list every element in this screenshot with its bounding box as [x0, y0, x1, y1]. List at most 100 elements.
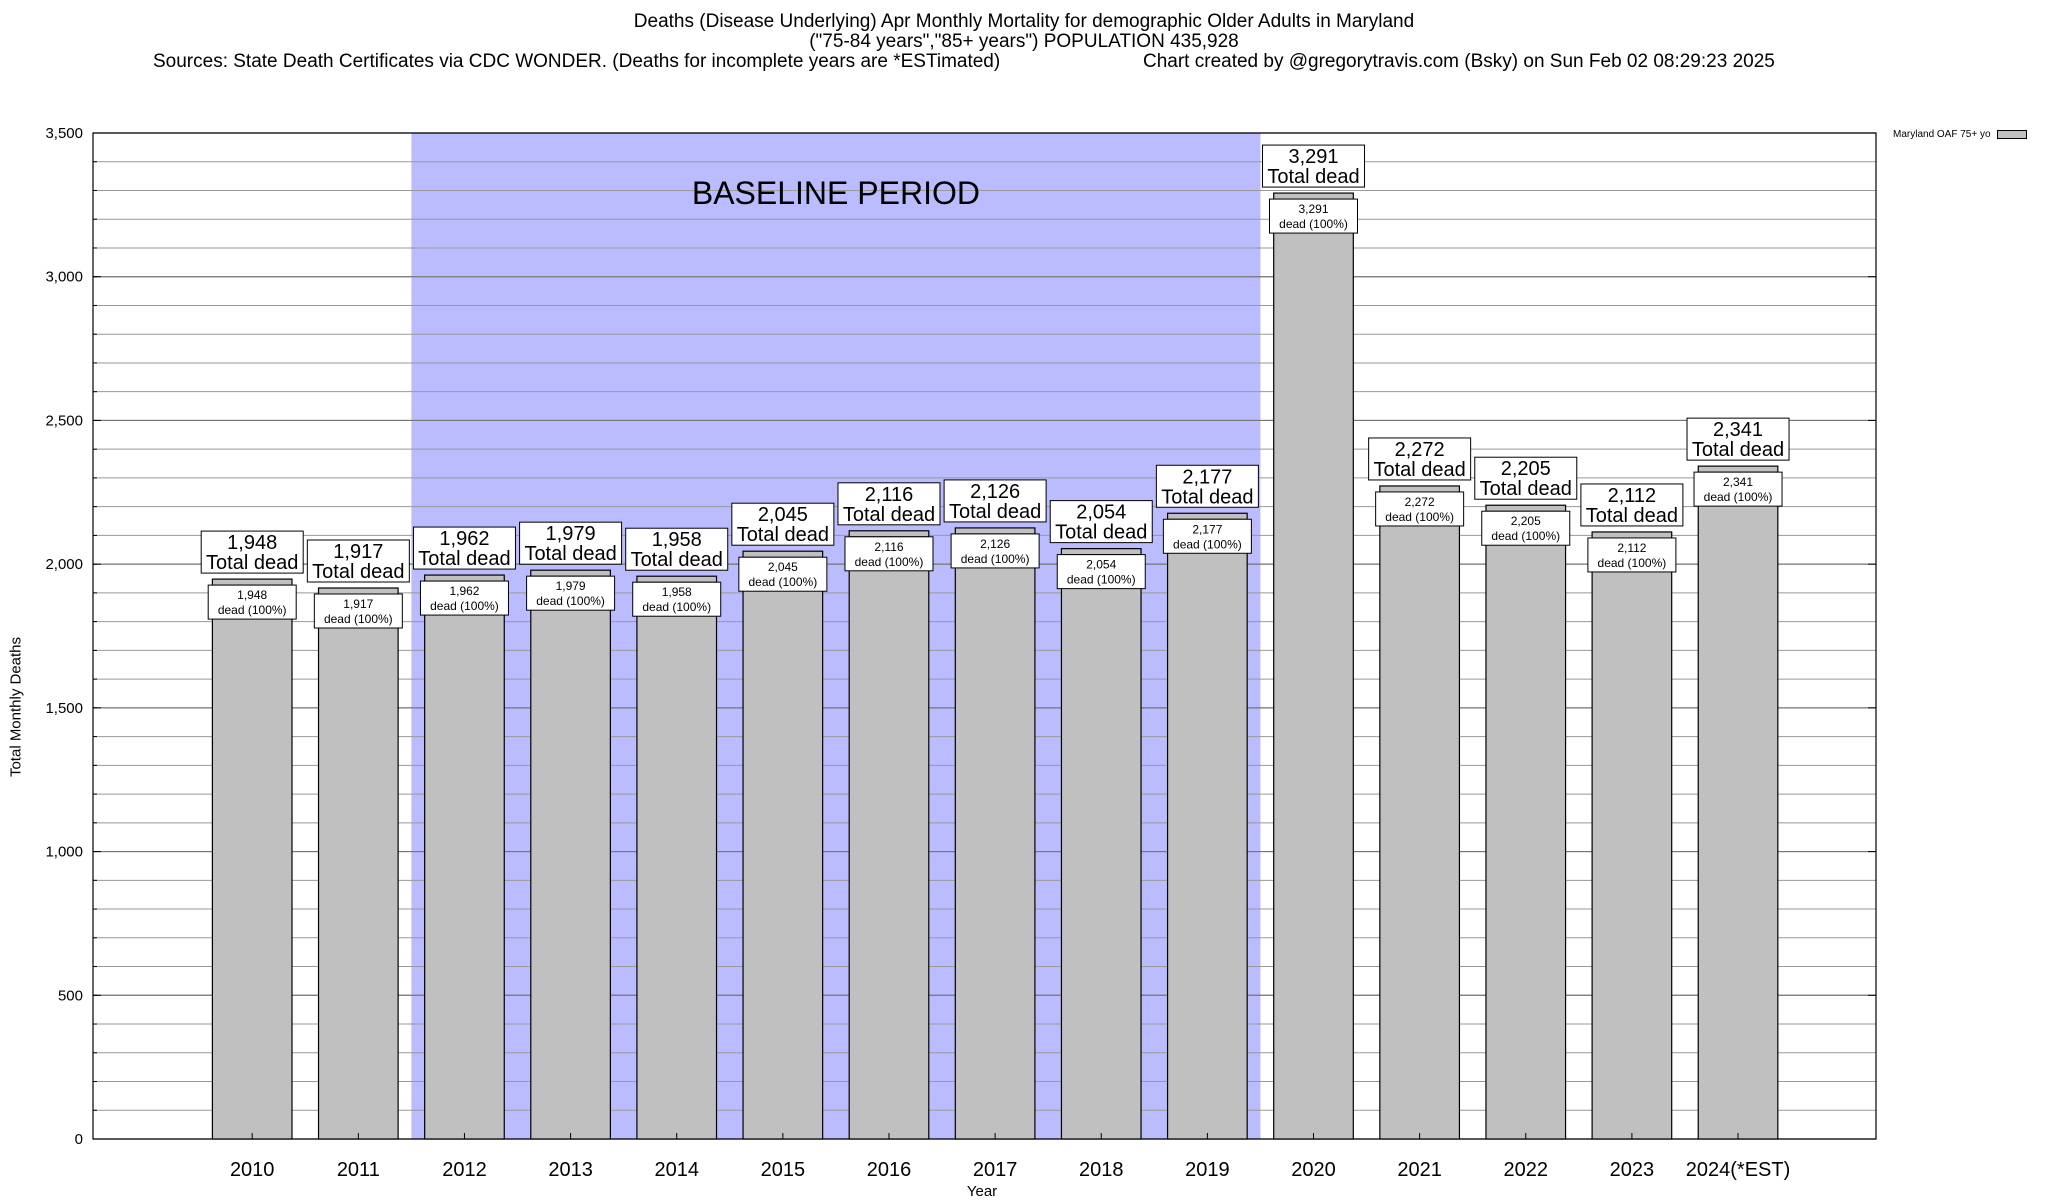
bar: [848, 530, 930, 1140]
inner-label-box: [632, 581, 722, 617]
x-tick-label: 2011: [337, 1159, 380, 1181]
bar: [1591, 531, 1673, 1140]
inner-label-box: [1375, 491, 1465, 527]
inner-label-box: [1056, 554, 1146, 590]
inner-value-label: 1,979: [556, 579, 586, 593]
inner-label-box: [844, 536, 934, 572]
bar: [954, 527, 1036, 1140]
total-value-label: 2,205: [1501, 458, 1551, 480]
bar: [1485, 504, 1567, 1140]
inner-label-box: [1693, 471, 1783, 507]
bar: [1697, 465, 1779, 1140]
title-line-1: Deaths (Disease Underlying) Apr Monthly …: [633, 11, 1415, 32]
bar: [1273, 192, 1354, 1140]
total-label-box: [837, 482, 941, 526]
x-tick-label: 2024(*EST): [1686, 1159, 1791, 1181]
inner-value-label: 2,116: [874, 540, 903, 554]
y-tick-label: 3,500: [45, 125, 83, 142]
x-tick-label: 2021: [1397, 1159, 1442, 1181]
total-dead-label: Total dead: [1267, 166, 1359, 188]
total-label-box: [1368, 437, 1472, 481]
total-label-box: [1262, 144, 1366, 188]
x-tick-label: 2012: [442, 1159, 487, 1181]
x-tick-label: 2017: [973, 1159, 1018, 1181]
x-tick-label: 2018: [1079, 1159, 1124, 1181]
x-axis-label: Year: [966, 1183, 998, 1200]
total-value-label: 2,341: [1713, 419, 1763, 441]
total-label-box: [200, 530, 304, 574]
y-axis-label: Total Monthly Deaths: [7, 636, 25, 778]
total-dead-label: Total dead: [631, 549, 723, 571]
inner-label-box: [207, 584, 297, 620]
x-tick-label: 2016: [867, 1159, 912, 1181]
total-dead-label: Total dead: [418, 548, 510, 570]
inner-dead-label: dead (100%): [961, 552, 1030, 566]
total-value-label: 1,917: [333, 541, 383, 563]
inner-label-box: [738, 556, 828, 592]
x-tick-label: 2020: [1291, 1159, 1336, 1181]
inner-dead-label: dead (100%): [218, 603, 287, 617]
total-label-box: [412, 526, 516, 570]
total-dead-label: Total dead: [1586, 505, 1678, 527]
inner-value-label: 1,962: [449, 584, 479, 598]
x-tick-label: 2022: [1504, 1159, 1549, 1181]
total-dead-label: Total dead: [1055, 522, 1147, 544]
x-tick-label: 2015: [761, 1159, 806, 1181]
inner-label-box: [526, 575, 616, 611]
total-dead-label: Total dead: [843, 504, 935, 526]
bar: [424, 574, 505, 1140]
inner-value-label: 1,958: [662, 585, 692, 599]
total-dead-label: Total dead: [1692, 439, 1784, 461]
inner-dead-label: dead (100%): [1279, 217, 1348, 231]
x-tick-label: 2013: [548, 1159, 593, 1181]
inner-dead-label: dead (100%): [1491, 529, 1560, 543]
inner-value-label: 2,045: [768, 560, 798, 574]
inner-label-box: [313, 593, 403, 629]
y-tick-label: 2,500: [45, 412, 83, 429]
total-label-box: [1580, 483, 1684, 527]
total-dead-label: Total dead: [206, 552, 298, 574]
total-dead-label: Total dead: [524, 543, 616, 565]
inner-dead-label: dead (100%): [855, 555, 924, 569]
total-dead-label: Total dead: [949, 501, 1041, 523]
y-tick-label: 2,000: [45, 556, 83, 573]
total-value-label: 2,177: [1182, 466, 1232, 488]
x-tick-label: 2019: [1185, 1159, 1230, 1181]
total-label-box: [943, 479, 1047, 523]
y-tick-label: 1,500: [45, 700, 83, 717]
inner-value-label: 2,126: [980, 537, 1010, 551]
total-value-label: 1,962: [439, 528, 489, 550]
inner-value-label: 2,112: [1617, 541, 1646, 555]
total-value-label: 1,979: [546, 523, 596, 545]
total-value-label: 2,045: [758, 504, 808, 526]
total-dead-label: Total dead: [737, 524, 829, 546]
bar: [636, 575, 718, 1140]
total-label-box: [1686, 417, 1790, 461]
inner-dead-label: dead (100%): [1598, 556, 1667, 570]
bar: [317, 587, 399, 1140]
total-label-box: [1049, 500, 1153, 544]
total-value-label: 2,112: [1608, 485, 1657, 507]
y-tick-label: 3,000: [45, 269, 83, 286]
credit-text: Chart created by @gregorytravis.com (Bsk…: [1143, 51, 1775, 72]
inner-dead-label: dead (100%): [430, 599, 499, 613]
inner-dead-label: dead (100%): [324, 612, 393, 626]
total-label-box: [731, 502, 835, 546]
inner-value-label: 2,272: [1405, 495, 1435, 509]
bar: [1166, 512, 1248, 1140]
total-dead-label: Total dead: [312, 561, 404, 583]
legend-swatch: [1996, 130, 2027, 139]
inner-label-box: [950, 533, 1040, 569]
sources-text: Sources: State Death Certificates via CD…: [153, 51, 1001, 72]
inner-dead-label: dead (100%): [1385, 510, 1454, 524]
inner-dead-label: dead (100%): [1067, 573, 1136, 587]
inner-value-label: 2,054: [1086, 558, 1116, 572]
total-label-box: [1474, 456, 1578, 500]
inner-dead-label: dead (100%): [642, 600, 711, 614]
inner-dead-label: dead (100%): [1173, 537, 1242, 551]
inner-value-label: 1,917: [343, 597, 373, 611]
total-value-label: 1,948: [227, 532, 277, 554]
total-value-label: 2,116: [865, 484, 914, 506]
title-line-2: ("75-84 years","85+ years") POPULATION 4…: [809, 31, 1239, 52]
